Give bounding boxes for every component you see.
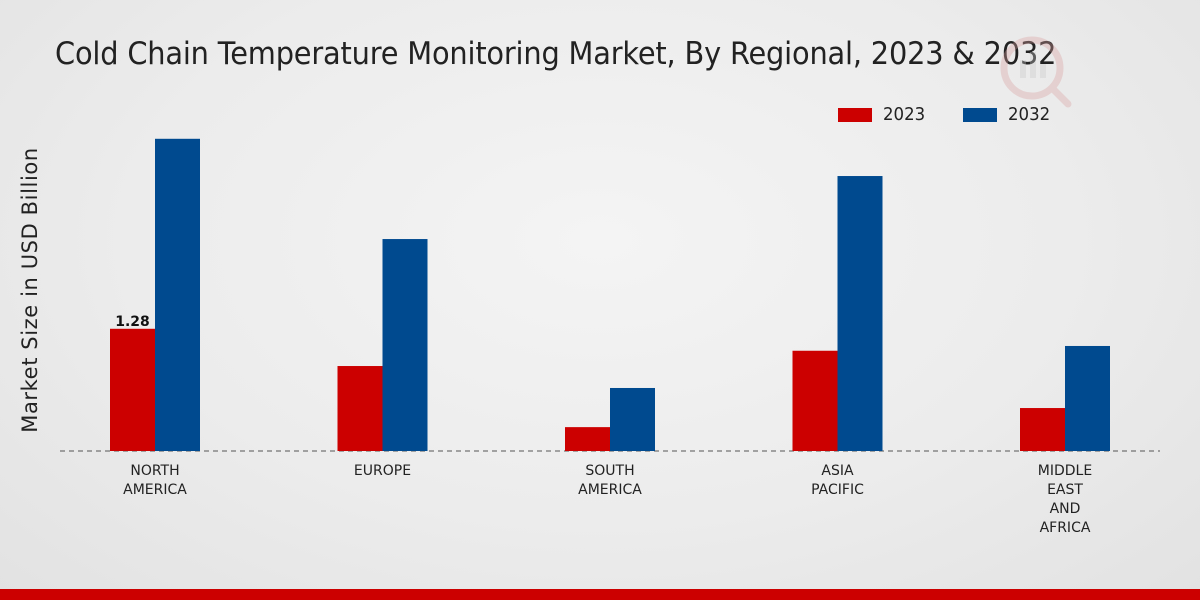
- x-tick-label-0: NORTH AMERICA: [123, 463, 187, 498]
- legend-swatch-2023: [838, 107, 872, 122]
- bar-2023-2: [565, 427, 610, 451]
- footer-bar: [0, 589, 1200, 600]
- legend-item-2023: 2023: [838, 104, 929, 125]
- bar-2023-4: [1020, 408, 1065, 451]
- bar-2023-1: [337, 366, 383, 451]
- chart-title: Cold Chain Temperature Monitoring Market…: [55, 36, 1057, 72]
- chart-legend: 2023 2032: [838, 104, 1088, 125]
- watermark-logo-icon: [1000, 36, 1072, 108]
- legend-label-2032: 2032: [1007, 104, 1050, 125]
- legend-label-2023: 2023: [883, 104, 926, 125]
- legend-item-2032: 2032: [962, 104, 1054, 125]
- bar-2032-1: [382, 239, 428, 451]
- bar-2032-2: [610, 387, 655, 451]
- bar-2032-3: [837, 176, 883, 451]
- x-tick-label-4: MIDDLE EAST AND AFRICA: [1038, 463, 1092, 536]
- bar-2032-0: [155, 138, 200, 452]
- bar-2023-0: [110, 328, 155, 451]
- legend-swatch-2032: [962, 107, 997, 122]
- bar-2032-4: [1065, 345, 1110, 451]
- data-label-0: 1.28: [115, 314, 150, 330]
- x-tick-label-2: SOUTH AMERICA: [578, 463, 642, 498]
- x-tick-label-1: EUROPE: [354, 463, 411, 479]
- x-tick-label-3: ASIA PACIFIC: [811, 463, 864, 498]
- bar-2023-3: [792, 350, 838, 451]
